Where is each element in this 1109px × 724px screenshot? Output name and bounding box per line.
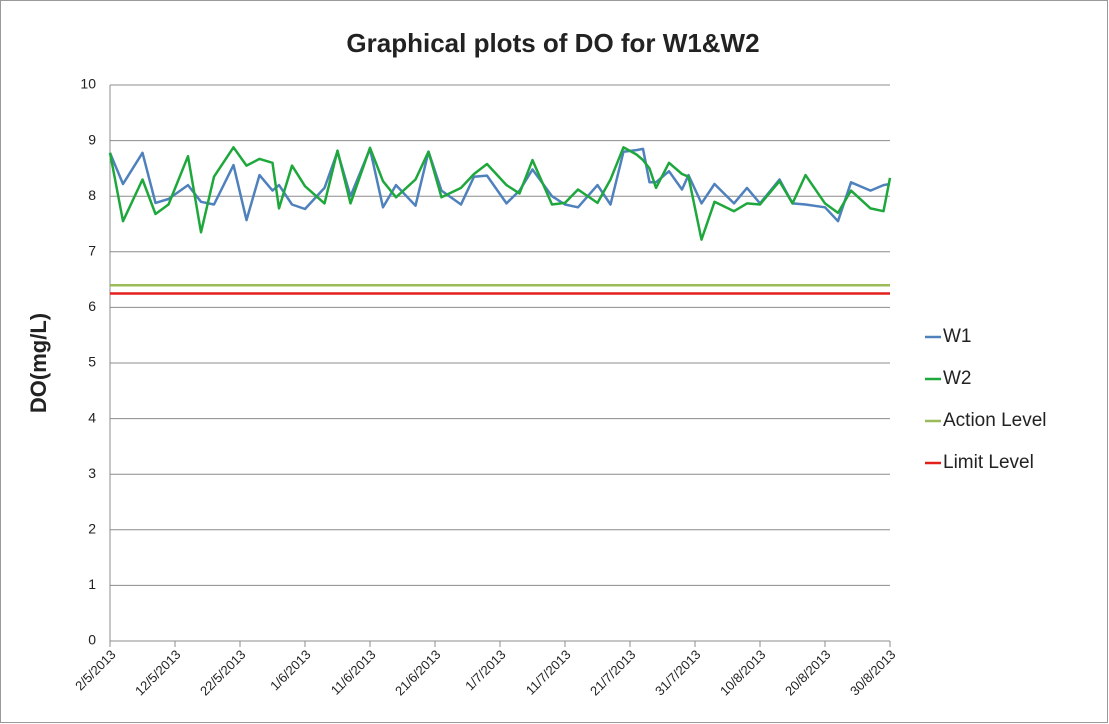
y-tick-label: 7 <box>88 243 96 259</box>
y-tick-label: 3 <box>88 465 96 481</box>
y-axis-label: DO(mg/L) <box>26 313 51 413</box>
y-tick-label: 1 <box>88 576 96 592</box>
y-tick-label: 9 <box>88 131 96 147</box>
chart-title: Graphical plots of DO for W1&W2 <box>346 28 759 58</box>
legend-label: Limit Level <box>943 452 1034 473</box>
legend-label: Action Level <box>943 410 1047 431</box>
y-tick-label: 2 <box>88 521 96 537</box>
legend-label: W2 <box>943 368 972 389</box>
y-tick-label: 8 <box>88 187 96 203</box>
y-tick-label: 5 <box>88 354 96 370</box>
y-tick-label: 4 <box>88 409 96 425</box>
series-line <box>108 146 892 241</box>
legend-label: W1 <box>943 326 972 347</box>
y-tick-label: 6 <box>88 298 96 314</box>
y-tick-label: 10 <box>80 76 96 92</box>
y-tick-label: 0 <box>88 632 96 648</box>
